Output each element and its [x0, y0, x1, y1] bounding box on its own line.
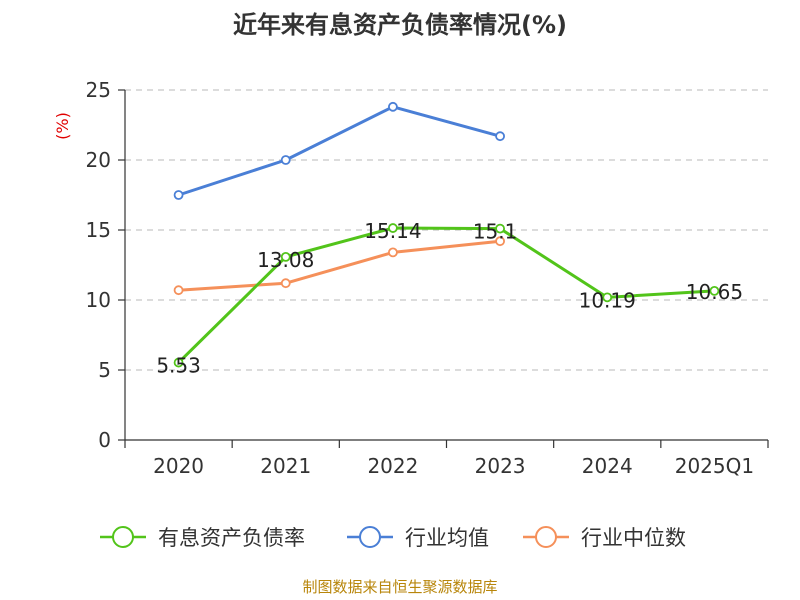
x-tick-label: 2021 — [260, 454, 311, 478]
y-axis-unit: (%) — [53, 112, 72, 140]
data-point — [173, 285, 184, 296]
data-point — [173, 357, 184, 368]
data-point — [388, 247, 398, 258]
data-point — [495, 223, 505, 234]
chart-title: 近年来有息资产负债率情况(%) — [233, 11, 567, 39]
data-label: 15.14 — [364, 219, 421, 243]
data-label: 10.19 — [579, 288, 636, 312]
y-tick-label: 20 — [86, 148, 111, 172]
data-point — [280, 278, 291, 289]
data-point — [495, 236, 505, 247]
data-point — [280, 155, 291, 165]
x-tick-label: 2022 — [367, 454, 418, 478]
legend-marker — [112, 526, 134, 548]
y-tick-label: 10 — [86, 288, 111, 312]
y-tick-label: 15 — [86, 218, 111, 242]
data-point — [495, 131, 505, 142]
x-tick-label: 2024 — [582, 454, 633, 478]
data-label: 15.1 — [473, 220, 518, 244]
data-point — [173, 190, 184, 200]
data-point — [388, 223, 398, 233]
x-tick-label: 2023 — [475, 454, 526, 478]
y-tick-label: 0 — [98, 428, 111, 452]
data-point — [388, 101, 398, 112]
data-label: 10.65 — [686, 280, 743, 304]
data-point — [709, 285, 720, 296]
legend-label: 有息资产负债率 — [158, 526, 305, 550]
source-note: 制图数据来自恒生聚源数据库 — [302, 578, 497, 596]
y-tick-label: 25 — [86, 78, 111, 102]
data-point — [602, 292, 613, 303]
x-tick-label: 2025Q1 — [675, 454, 754, 478]
legend-marker — [535, 526, 557, 548]
data-label: 13.08 — [257, 248, 314, 272]
y-tick-label: 5 — [98, 358, 111, 382]
series-line — [178, 239, 501, 292]
legend-label: 行业均值 — [405, 526, 489, 550]
legend-marker — [359, 526, 381, 548]
x-tick-label: 2020 — [153, 454, 204, 478]
data-point — [280, 251, 291, 262]
series-line — [177, 226, 715, 364]
data-label: 5.53 — [156, 354, 201, 378]
series-line — [178, 105, 501, 197]
legend-label: 行业中位数 — [581, 526, 686, 550]
